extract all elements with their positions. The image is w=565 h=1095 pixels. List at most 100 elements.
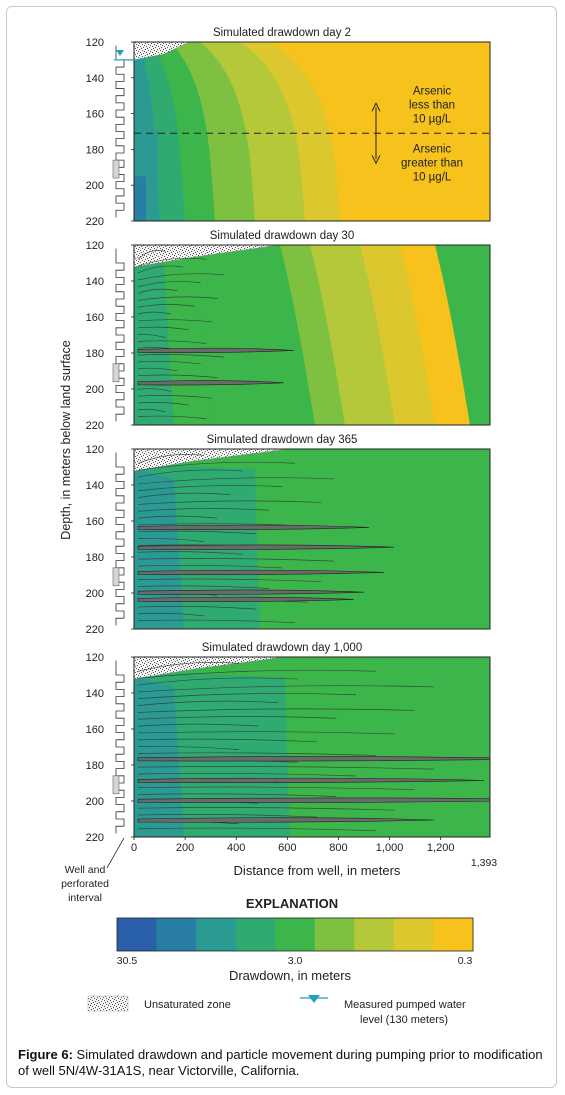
drawdown-field — [134, 657, 490, 837]
perforated-interval — [112, 159, 120, 179]
particle-pathline — [137, 677, 298, 686]
figure-frame — [6, 6, 557, 1088]
well-casing — [115, 452, 125, 626]
perforated-interval — [112, 567, 120, 587]
colorbar-swatch — [354, 918, 395, 951]
panel-title: Simulated drawdown day 1,000 — [202, 642, 362, 654]
annotation-lower-line: 10 µg/L — [413, 171, 452, 183]
annotation-upper-line: 10 µg/L — [413, 113, 452, 125]
particle-pathline — [137, 296, 219, 301]
water-level-marker-icon — [116, 50, 124, 56]
colorbar-swatch — [275, 918, 316, 951]
x-axis-label: Distance from well, in meters — [234, 863, 401, 878]
particle-pathline — [137, 738, 318, 743]
y-axis-label: Depth, in meters below land surface — [59, 340, 73, 539]
particle-pathline — [137, 408, 166, 413]
y-tick-label: 160 — [86, 516, 104, 528]
perforated-interval — [112, 775, 120, 795]
x-tick-label: 400 — [227, 842, 245, 854]
particle-pathline — [137, 564, 283, 569]
colorbar-swatch — [433, 918, 474, 951]
particle-streak — [137, 596, 355, 602]
drawdown-field — [134, 42, 490, 221]
y-tick-label: 160 — [86, 312, 104, 324]
particle-pathline — [137, 708, 415, 713]
particle-pathline — [137, 827, 376, 832]
colorbar-swatch — [235, 918, 276, 951]
y-tick-label: 120 — [86, 652, 104, 664]
particle-pathline — [137, 807, 396, 811]
particle-pathline — [137, 619, 296, 624]
particle-pathline — [137, 662, 240, 672]
colorbar-frame — [116, 917, 474, 952]
y-tick-label: 160 — [86, 724, 104, 736]
particle-pathline — [137, 354, 225, 358]
x-tick-label: 800 — [329, 842, 347, 854]
particle-pathline — [137, 793, 337, 797]
particle-pathline — [137, 469, 244, 478]
particle-pathline — [137, 693, 357, 700]
particle-pathline — [137, 746, 240, 750]
unsaturated-zone — [134, 657, 285, 680]
y-tick-label: 140 — [86, 276, 104, 288]
y-tick-label: 200 — [86, 796, 104, 808]
water-level-legend-line: Measured pumped water — [344, 999, 466, 1011]
particle-pathline — [137, 454, 205, 464]
panel-title: Simulated drawdown day 365 — [207, 434, 358, 446]
particle-pathline — [137, 492, 231, 498]
particle-pathline — [137, 612, 205, 617]
colorbar-swatch — [117, 918, 158, 951]
colorbar-label: 3.0 — [288, 955, 303, 967]
particle-streak — [137, 797, 490, 803]
particle-pathline — [137, 340, 207, 344]
particle-pathline — [137, 461, 296, 471]
y-tick-label: 160 — [86, 109, 104, 121]
particle-pathline — [137, 558, 335, 562]
well-label-line: perforated — [61, 878, 109, 890]
colorbar-swatch — [314, 918, 355, 951]
y-tick-label: 200 — [86, 384, 104, 396]
well-label-line: Well and — [65, 864, 106, 876]
y-tick-label: 200 — [86, 588, 104, 600]
annotation-lower-line: greater than — [401, 157, 463, 169]
caption-prefix: Figure 6: — [18, 1047, 73, 1062]
chart-panel-4: Simulated drawdown day 1,000 120 140 160 180… — [86, 642, 498, 869]
particle-pathline — [137, 257, 207, 267]
x-tick-label: 600 — [278, 842, 296, 854]
perforated-interval — [112, 363, 120, 383]
colorbar-swatch — [393, 918, 434, 951]
figure-caption: Figure 6: Simulated drawdown and particl… — [18, 1047, 553, 1079]
well-label-line: interval — [68, 892, 102, 904]
y-tick-label: 180 — [86, 348, 104, 360]
particle-streak — [137, 524, 370, 530]
chart-panel-2: Simulated drawdown day 30 120 140 160 180 200… — [86, 230, 491, 432]
particle-pathline — [137, 304, 195, 308]
particle-pathline — [137, 281, 201, 288]
drawdown-field — [134, 449, 490, 629]
particle-streak — [137, 347, 295, 353]
arrow-up-icon — [371, 102, 381, 112]
x-tick-label: 1,000 — [376, 842, 404, 854]
panel-title: Simulated drawdown day 2 — [213, 27, 351, 39]
particle-pathline — [137, 485, 283, 492]
particle-pathline — [137, 273, 225, 281]
x-tick-label: 0 — [131, 842, 137, 854]
y-tick-label: 180 — [86, 552, 104, 564]
y-tick-label: 220 — [86, 216, 104, 228]
particle-pathline — [137, 585, 270, 589]
y-tick-label: 220 — [86, 832, 104, 844]
y-tick-label: 120 — [86, 444, 104, 456]
particle-pathline — [137, 319, 213, 323]
particle-pathline — [137, 772, 357, 777]
x-tick-label: 200 — [176, 842, 194, 854]
colorbar-label: 30.5 — [117, 955, 138, 967]
well-casing — [115, 45, 125, 218]
plot-frame — [133, 448, 491, 630]
y-tick-label: 140 — [86, 480, 104, 492]
x-end-label: 1,393 — [471, 857, 497, 869]
well-leader-line — [106, 837, 125, 869]
particle-pathline — [137, 500, 322, 505]
colorbar-swatch — [156, 918, 197, 951]
particle-pathline — [137, 508, 270, 512]
particle-pathline — [137, 685, 435, 693]
